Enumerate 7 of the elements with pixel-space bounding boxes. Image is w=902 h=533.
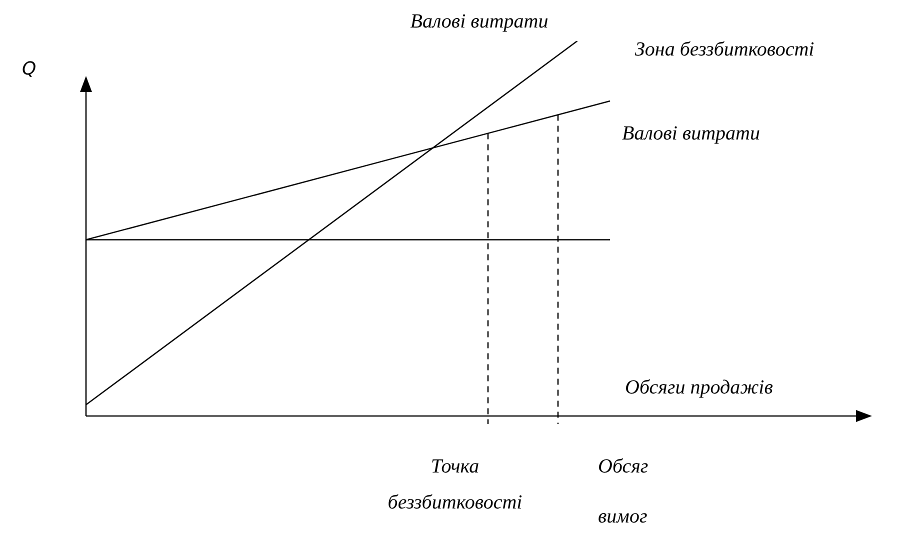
y-axis-title: Q	[22, 58, 36, 80]
annotation: Зона беззбитковості	[635, 38, 814, 60]
text: Обсяг вимог	[598, 455, 648, 528]
series-label: Валові витрати	[410, 10, 548, 32]
series-label: Валові витрати	[622, 122, 760, 144]
x-axis-title: Обсяги продажів	[625, 376, 774, 398]
text: Точка беззбитковості	[388, 455, 522, 514]
